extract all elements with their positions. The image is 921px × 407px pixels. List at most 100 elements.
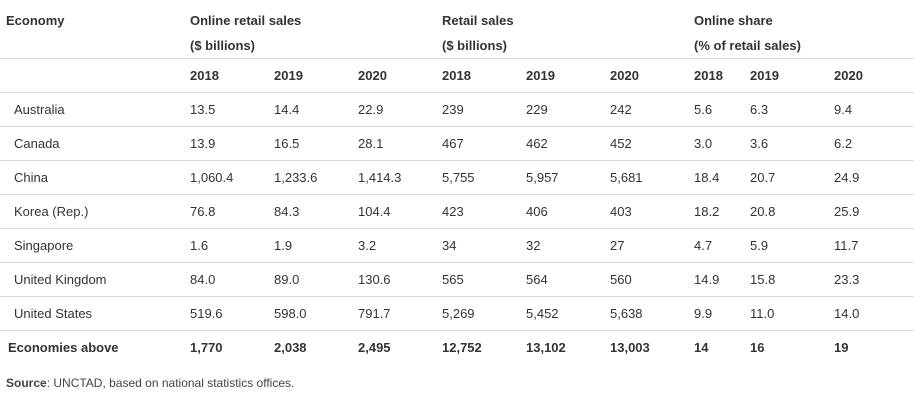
table-cell: 565 bbox=[442, 272, 464, 287]
total-cell: 16 bbox=[750, 340, 765, 355]
table-cell: 5,638 bbox=[610, 306, 643, 321]
year-header: 2018 bbox=[442, 68, 471, 83]
source-label: Source bbox=[6, 376, 47, 390]
economy-name: China bbox=[14, 170, 48, 185]
table-cell: 84.3 bbox=[274, 204, 300, 219]
group-title: Online retail sales bbox=[190, 13, 302, 28]
table-cell: 598.0 bbox=[274, 306, 307, 321]
year-header: 2018 bbox=[694, 68, 723, 83]
total-cell: 1,770 bbox=[190, 340, 223, 355]
total-cell: 12,752 bbox=[442, 340, 482, 355]
table-cell: 32 bbox=[526, 238, 541, 253]
table-cell: 1,233.6 bbox=[274, 170, 318, 185]
table-cell: 5,269 bbox=[442, 306, 475, 321]
table-cell: 6.3 bbox=[750, 102, 769, 117]
table-cell: 9.4 bbox=[834, 102, 853, 117]
year-header: 2020 bbox=[358, 68, 387, 83]
table-row: United States 519.6 598.0 791.7 5,269 5,… bbox=[0, 297, 914, 331]
group-unit: ($ billions) bbox=[442, 38, 507, 53]
table-cell: 18.2 bbox=[694, 204, 720, 219]
table-cell: 4.7 bbox=[694, 238, 713, 253]
table-cell: 89.0 bbox=[274, 272, 300, 287]
table-cell: 24.9 bbox=[834, 170, 860, 185]
table-cell: 20.7 bbox=[750, 170, 776, 185]
retail-sales-header: Retail sales ($ billions) bbox=[442, 8, 514, 58]
total-cell: 14 bbox=[694, 340, 709, 355]
table-cell: 9.9 bbox=[694, 306, 713, 321]
economy-header: Economy bbox=[6, 13, 65, 28]
table-cell: 5,681 bbox=[610, 170, 643, 185]
table-cell: 1.9 bbox=[274, 238, 293, 253]
table-cell: 239 bbox=[442, 102, 464, 117]
table-cell: 452 bbox=[610, 136, 632, 151]
table-cell: 15.8 bbox=[750, 272, 776, 287]
table-cell: 791.7 bbox=[358, 306, 391, 321]
year-header: 2019 bbox=[526, 68, 555, 83]
table-cell: 20.8 bbox=[750, 204, 776, 219]
table-cell: 403 bbox=[610, 204, 632, 219]
table-cell: 23.3 bbox=[834, 272, 860, 287]
table-cell: 560 bbox=[610, 272, 632, 287]
economy-name: Korea (Rep.) bbox=[14, 204, 89, 219]
total-cell: 19 bbox=[834, 340, 849, 355]
table-cell: 25.9 bbox=[834, 204, 860, 219]
total-cell: 2,495 bbox=[358, 340, 391, 355]
table-row: Singapore 1.6 1.9 3.2 34 32 27 4.7 5.9 1… bbox=[0, 229, 914, 263]
source-text: : UNCTAD, based on national statistics o… bbox=[46, 376, 295, 390]
economy-name: Australia bbox=[14, 102, 65, 117]
table-cell: 3.6 bbox=[750, 136, 769, 151]
table-cell: 1,414.3 bbox=[358, 170, 402, 185]
table-cell: 27 bbox=[610, 238, 625, 253]
table-cell: 242 bbox=[610, 102, 632, 117]
table-cell: 519.6 bbox=[190, 306, 223, 321]
table-row: Australia 13.5 14.4 22.9 239 229 242 5.6… bbox=[0, 93, 914, 127]
table-cell: 14.4 bbox=[274, 102, 300, 117]
year-header: 2019 bbox=[750, 68, 779, 83]
table-cell: 130.6 bbox=[358, 272, 391, 287]
year-header: 2018 bbox=[190, 68, 219, 83]
table-cell: 5.9 bbox=[750, 238, 769, 253]
total-cell: 13,102 bbox=[526, 340, 566, 355]
table-cell: 11.0 bbox=[750, 306, 775, 321]
table-cell: 5.6 bbox=[694, 102, 713, 117]
table-cell: 84.0 bbox=[190, 272, 216, 287]
table-cell: 104.4 bbox=[358, 204, 391, 219]
group-title: Online share bbox=[694, 13, 773, 28]
table-cell: 28.1 bbox=[358, 136, 384, 151]
table-cell: 34 bbox=[442, 238, 457, 253]
table-cell: 18.4 bbox=[694, 170, 720, 185]
table-cell: 16.5 bbox=[274, 136, 300, 151]
group-unit: (% of retail sales) bbox=[694, 38, 801, 53]
table-cell: 406 bbox=[526, 204, 548, 219]
online-share-header: Online share (% of retail sales) bbox=[694, 8, 801, 58]
table-group-header: Economy Online retail sales ($ billions)… bbox=[0, 0, 914, 59]
table-cell: 462 bbox=[526, 136, 548, 151]
economy-name: United Kingdom bbox=[14, 272, 107, 287]
economy-name: Canada bbox=[14, 136, 60, 151]
table-cell: 3.0 bbox=[694, 136, 713, 151]
table-row: Korea (Rep.) 76.8 84.3 104.4 423 406 403… bbox=[0, 195, 914, 229]
group-unit: ($ billions) bbox=[190, 38, 255, 53]
table-cell: 13.5 bbox=[190, 102, 216, 117]
total-cell: 13,003 bbox=[610, 340, 650, 355]
table-cell: 14.0 bbox=[834, 306, 860, 321]
table-cell: 76.8 bbox=[190, 204, 216, 219]
table-cell: 13.9 bbox=[190, 136, 216, 151]
table-cell: 564 bbox=[526, 272, 548, 287]
table-cell: 467 bbox=[442, 136, 464, 151]
table-row: Canada 13.9 16.5 28.1 467 462 452 3.0 3.… bbox=[0, 127, 914, 161]
total-label: Economies above bbox=[8, 340, 119, 355]
table-cell: 14.9 bbox=[694, 272, 720, 287]
year-header: 2020 bbox=[834, 68, 863, 83]
table-row: China 1,060.4 1,233.6 1,414.3 5,755 5,95… bbox=[0, 161, 914, 195]
economy-name: United States bbox=[14, 306, 93, 321]
economy-name: Singapore bbox=[14, 238, 74, 253]
table-row: United Kingdom 84.0 89.0 130.6 565 564 5… bbox=[0, 263, 914, 297]
year-header: 2020 bbox=[610, 68, 639, 83]
table-cell: 1.6 bbox=[190, 238, 209, 253]
year-header: 2019 bbox=[274, 68, 303, 83]
table-cell: 5,957 bbox=[526, 170, 559, 185]
year-header-row: 2018 2019 2020 2018 2019 2020 2018 2019 … bbox=[0, 59, 914, 93]
table-cell: 22.9 bbox=[358, 102, 384, 117]
table-cell: 5,452 bbox=[526, 306, 559, 321]
